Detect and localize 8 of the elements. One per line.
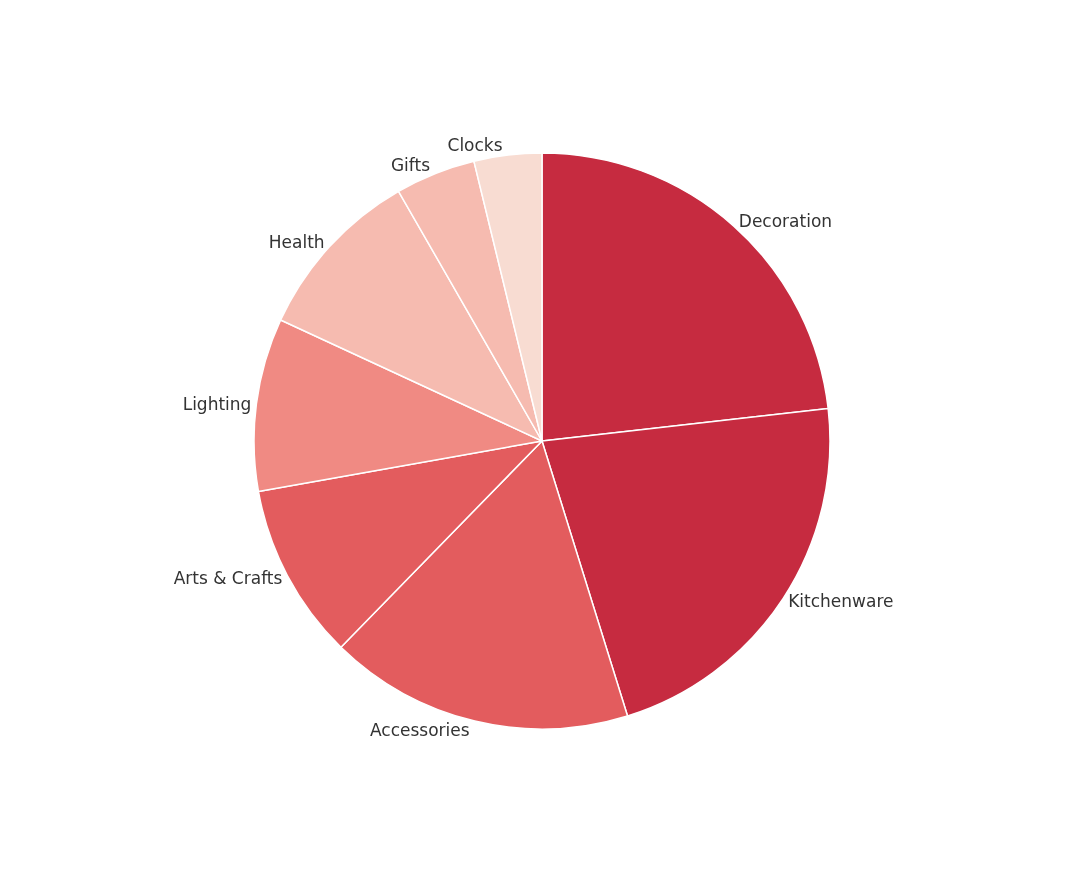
slice-label: Arts & Crafts [173,567,283,588]
slice-label: Gifts [390,154,431,175]
slice-label: Clocks [447,134,503,155]
slice-label: Health [268,231,325,252]
slice-label: Decoration [738,210,833,231]
slice-label: Lighting [182,393,252,414]
slice-label: Accessories [370,720,470,741]
slice-label: Kitchenware [788,591,894,612]
